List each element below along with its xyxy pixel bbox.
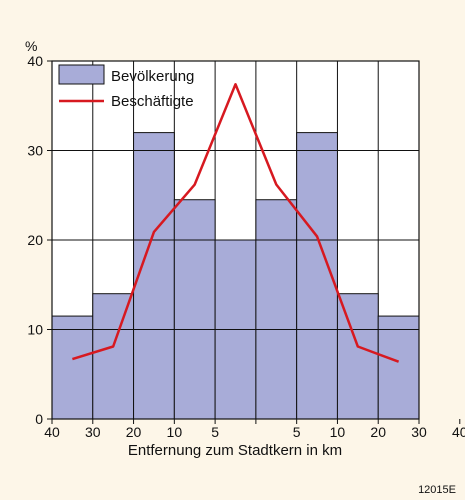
y-tick-label: 30 [27, 143, 43, 159]
x-tick-label: 40 [452, 424, 465, 440]
bar [336, 293, 379, 420]
x-tick-label: 20 [126, 424, 142, 440]
y-tick-label: 0 [35, 411, 43, 427]
x-tick-label: 5 [211, 424, 219, 440]
beschaeftigte-line-layer [52, 83, 419, 363]
bar [92, 293, 135, 420]
bar [133, 132, 175, 420]
y-tick-label: 40 [27, 53, 43, 69]
legend-swatch-bevoelkerung [58, 64, 105, 85]
x-axis-title: Entfernung zum Stadtkern in km [128, 442, 342, 459]
x-tick-label: 40 [44, 424, 60, 440]
x-tick-label: 5 [293, 424, 301, 440]
bar [173, 199, 216, 420]
y-tick-label: 10 [27, 322, 43, 338]
y-tick-labels: 0 10 20 30 40 [27, 53, 43, 427]
bar [51, 315, 94, 420]
figure-code: 12015E [418, 484, 456, 496]
x-tick-label: 10 [167, 424, 183, 440]
legend: Bevölkerung Beschäftigte [58, 64, 194, 110]
y-tick-label: 20 [27, 232, 43, 248]
x-tick-label: 30 [85, 424, 101, 440]
plot-frame [47, 60, 461, 424]
bevoelkerung-bars [51, 132, 420, 420]
bar [377, 315, 420, 420]
y-unit-label: % [25, 38, 37, 54]
x-tick-label: 30 [411, 424, 427, 440]
bar [255, 199, 298, 420]
x-tick-label: 10 [330, 424, 346, 440]
legend-label-bevoelkerung: Bevölkerung [111, 68, 194, 85]
legend-label-beschaeftigte: Beschäftigte [111, 93, 194, 110]
x-tick-label: 20 [370, 424, 386, 440]
x-tick-labels: 40 30 20 10 5 5 10 20 30 40 [44, 424, 465, 440]
